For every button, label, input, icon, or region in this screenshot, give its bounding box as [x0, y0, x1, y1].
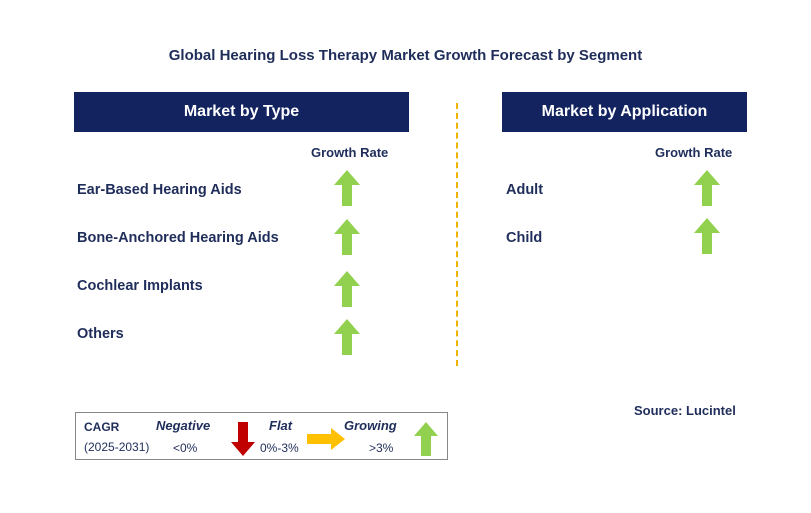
type-item-bone-anchored-hearing-aids: Bone-Anchored Hearing Aids — [77, 230, 279, 246]
growing-arrow-icon — [694, 170, 720, 206]
application-panel-header: Market by Application — [502, 92, 747, 132]
legend-growing-range: >3% — [369, 441, 394, 455]
application-item-child: Child — [506, 230, 543, 246]
type-growth-rate-label: Growth Rate — [311, 145, 389, 160]
application-item-adult: Adult — [506, 182, 544, 198]
legend-negative-range: <0% — [173, 441, 198, 455]
flat-arrow-icon — [307, 428, 345, 450]
legend: CAGR (2025-2031) Negative <0% Flat 0%-3%… — [75, 412, 448, 460]
application-growth-rate-label: Growth Rate — [655, 145, 733, 160]
legend-period: (2025-2031) — [84, 440, 150, 454]
legend-negative-label: Negative — [156, 418, 211, 433]
type-item-others: Others — [77, 326, 124, 342]
growing-arrow-icon — [334, 219, 360, 255]
legend-growing-label: Growing — [344, 418, 397, 433]
legend-cagr-label: CAGR — [84, 420, 120, 434]
source-note: Source: Lucintel — [634, 403, 736, 418]
growing-arrow-icon — [414, 422, 438, 456]
growing-arrow-icon — [694, 218, 720, 254]
growing-arrow-icon — [334, 319, 360, 355]
negative-arrow-icon — [231, 422, 255, 456]
legend-flat-range: 0%-3% — [260, 441, 299, 455]
growing-arrow-icon — [334, 170, 360, 206]
type-item-ear-based-hearing-aids: Ear-Based Hearing Aids — [77, 182, 242, 198]
type-panel-header: Market by Type — [74, 92, 409, 132]
legend-flat-label: Flat — [269, 418, 293, 433]
panel-divider — [456, 103, 458, 366]
type-item-cochlear-implants: Cochlear Implants — [77, 278, 203, 294]
page-title: Global Hearing Loss Therapy Market Growt… — [168, 47, 643, 64]
growing-arrow-icon — [334, 271, 360, 307]
